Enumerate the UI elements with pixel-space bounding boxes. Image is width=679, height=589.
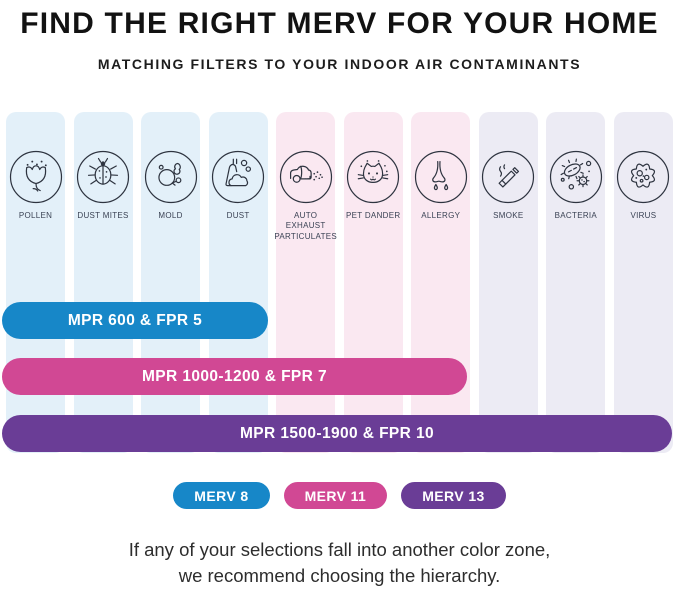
column-smoke: SMOKE [478,112,538,453]
legend-merv8-badge: MERV 8 [173,482,270,509]
legend-merv13-badge: MERV 13 [401,482,506,509]
virus-icon [617,150,670,204]
cat-face-icon [347,150,400,204]
dust-pile-icon [212,150,265,204]
pollen-flower-icon [9,150,62,204]
bacteria-icon [549,150,602,204]
page-title: FIND THE RIGHT MERV FOR YOUR HOME [20,7,659,40]
column-label: DUST [226,211,250,220]
contaminant-columns: POLLEN DUST MITES [6,112,673,453]
car-exhaust-icon [279,150,332,204]
merv13-range-bar: MPR 1500-1900 & FPR 10 [2,415,672,452]
column-label: SMOKE [493,211,524,220]
page-subtitle: MATCHING FILTERS TO YOUR INDOOR AIR CONT… [97,56,582,72]
column-label: DUST MITES [77,211,129,220]
column-label: VIRUS [630,211,657,220]
column-pollen: POLLEN [6,112,65,453]
column-dust-mites: DUST MITES [73,112,133,453]
column-virus: VIRUS [613,112,673,453]
column-label: BACTERIA [554,211,598,220]
cigarette-icon [482,150,535,204]
footer-line-2: we recommend choosing the hierarchy. [178,564,501,586]
column-pet-dander: PET DANDER [343,112,403,453]
column-label: ALLERGY [421,211,461,220]
dust-mite-icon [76,150,130,204]
column-mold: MOLD [141,112,201,453]
nose-drip-icon [414,150,467,204]
footer-note: If any of your selections fall into anot… [0,537,679,588]
column-allergy: ALLERGY [411,112,471,453]
column-label: PET DANDER [346,211,401,220]
merv8-range-bar: MPR 600 & FPR 5 [2,302,268,339]
footer-line-1: If any of your selections fall into anot… [128,539,551,560]
merv11-range-bar: MPR 1000-1200 & FPR 7 [2,358,467,395]
mold-spores-icon [144,150,197,204]
column-label: POLLEN [18,211,53,220]
column-auto-exhaust: AUTO EXHAUST PARTICULATES [274,112,338,453]
legend-merv11-badge: MERV 11 [283,482,388,509]
column-label: MOLD [158,211,183,220]
merv-legend: MERV 8 MERV 11 MERV 13 [0,482,679,509]
column-dust: DUST [208,112,268,453]
column-label: AUTO EXHAUST PARTICULATES [274,211,338,241]
column-bacteria: BACTERIA [546,112,606,453]
